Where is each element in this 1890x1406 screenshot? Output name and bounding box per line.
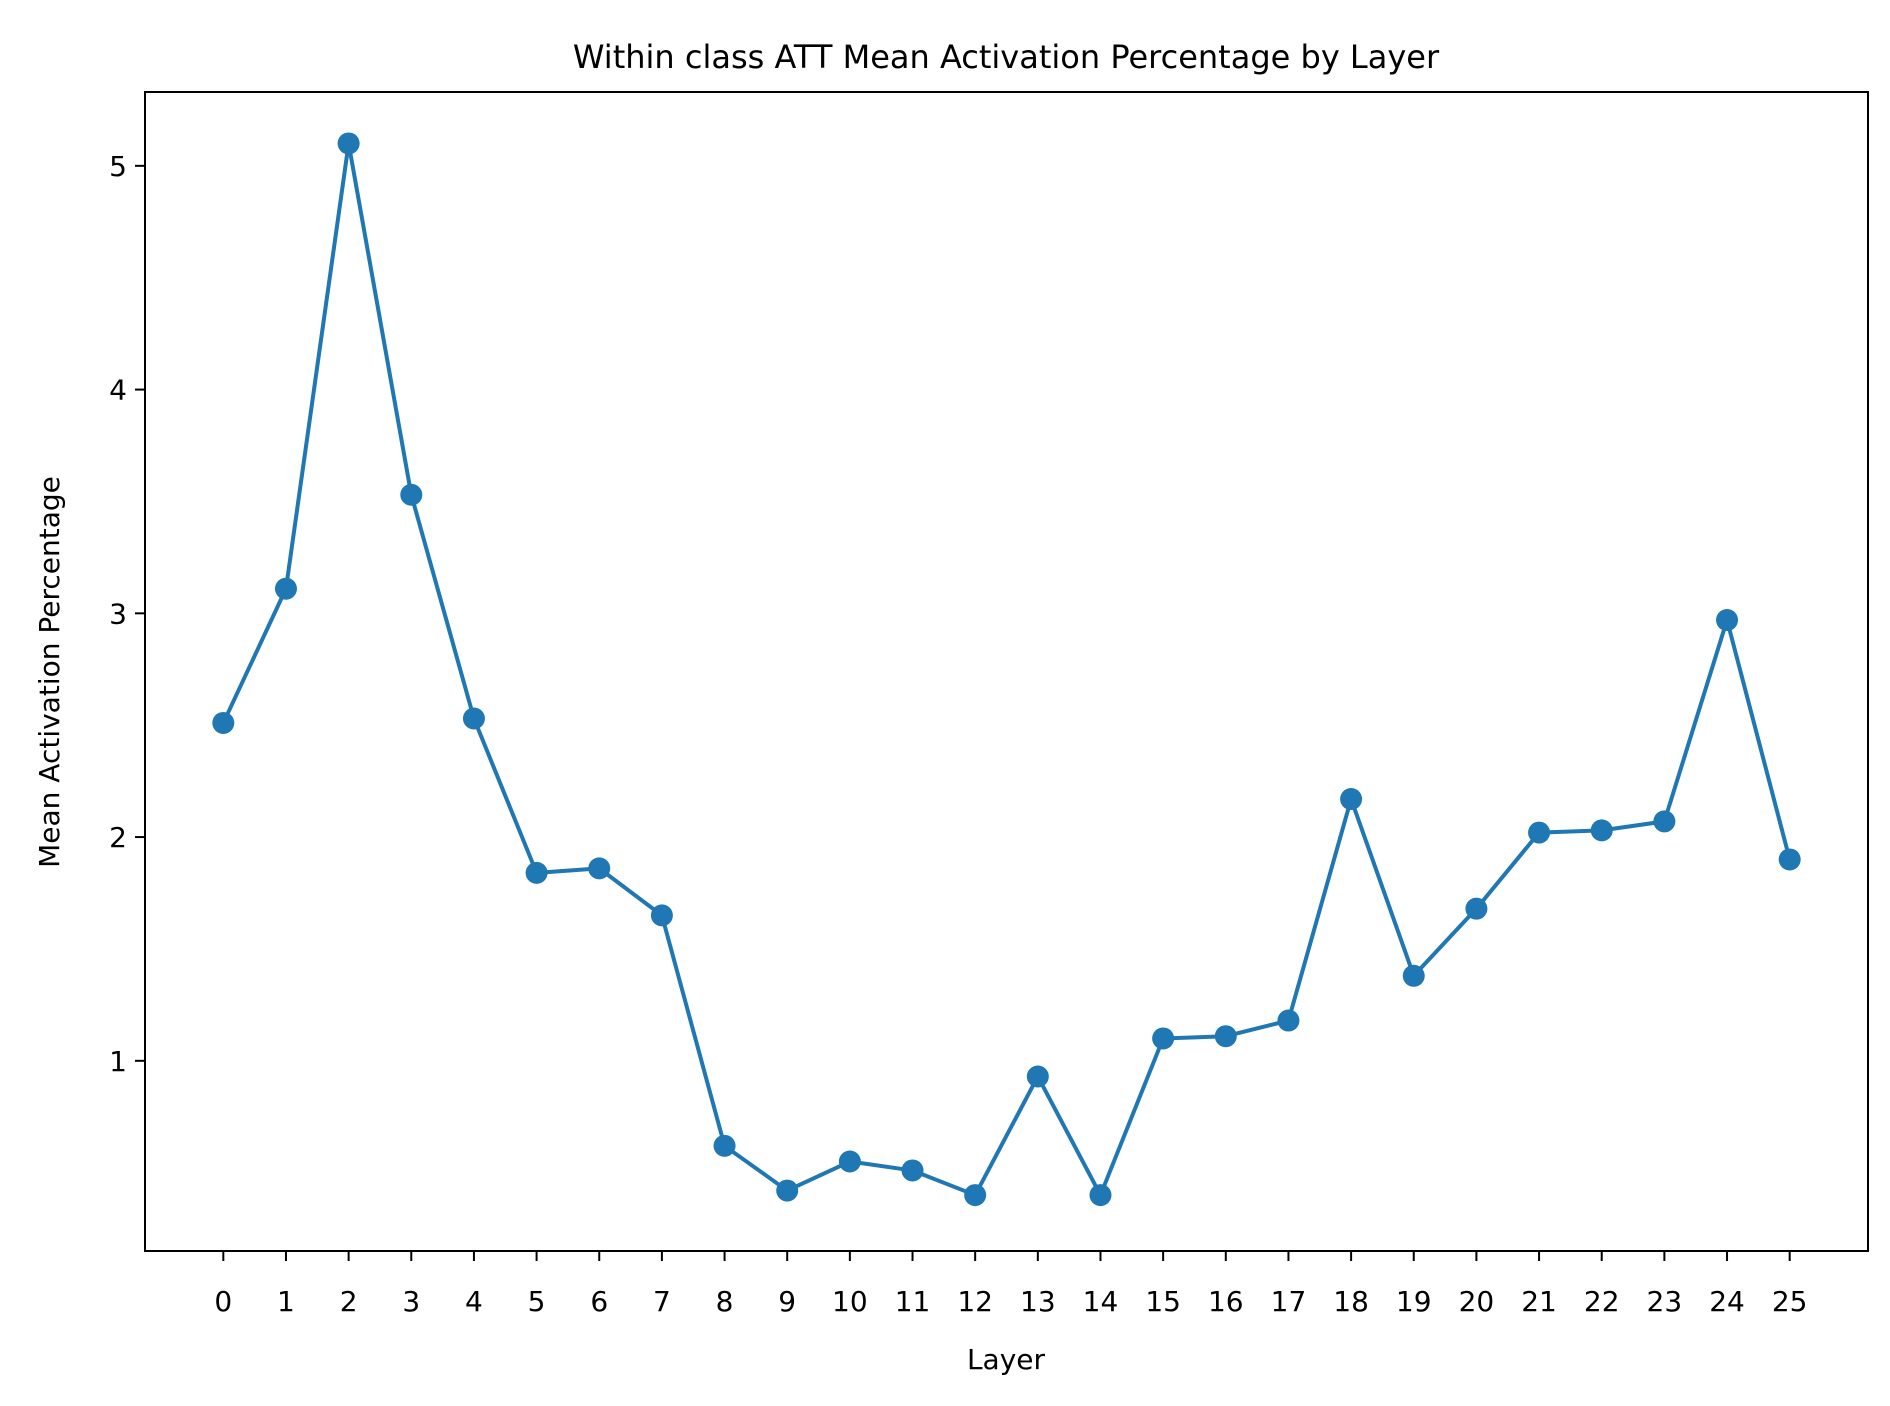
data-point-20: [1465, 897, 1488, 920]
data-point-24: [1716, 609, 1739, 632]
x-tick-label: 3: [402, 1285, 420, 1318]
x-tick-label: 10: [832, 1285, 868, 1318]
x-tick-label: 6: [590, 1285, 608, 1318]
chart-title: Within class ATT Mean Activation Percent…: [573, 38, 1440, 76]
data-point-15: [1152, 1027, 1175, 1050]
data-point-0: [212, 711, 235, 734]
data-point-5: [525, 861, 548, 884]
data-point-14: [1089, 1184, 1112, 1207]
x-tick-label: 8: [716, 1285, 734, 1318]
y-tick-label: 4: [109, 374, 127, 407]
x-tick-label: 22: [1584, 1285, 1620, 1318]
data-point-1: [274, 577, 297, 600]
x-tick-label: 7: [653, 1285, 671, 1318]
y-tick-label: 3: [109, 597, 127, 630]
y-tick-label: 5: [109, 150, 127, 183]
x-tick-label: 20: [1459, 1285, 1495, 1318]
x-tick-label: 23: [1647, 1285, 1683, 1318]
y-axis-label: Mean Activation Percentage: [33, 476, 66, 868]
data-point-7: [650, 904, 673, 927]
x-tick-label: 9: [778, 1285, 796, 1318]
x-tick-label: 0: [214, 1285, 232, 1318]
data-point-25: [1778, 848, 1801, 871]
series-line-0: [221, 141, 1792, 1198]
x-tick-label: 25: [1772, 1285, 1808, 1318]
axes-frame: [144, 91, 1869, 1252]
x-tick-label: 2: [340, 1285, 358, 1318]
y-tick-label: 1: [109, 1045, 127, 1078]
data-point-22: [1590, 819, 1613, 842]
data-point-2: [337, 132, 360, 155]
x-tick-label: 16: [1208, 1285, 1244, 1318]
x-tick-label: 5: [528, 1285, 546, 1318]
data-point-11: [901, 1159, 924, 1182]
data-point-6: [588, 857, 611, 880]
data-point-10: [838, 1150, 861, 1173]
data-point-4: [462, 707, 485, 730]
x-tick-label: 14: [1083, 1285, 1119, 1318]
x-tick-label: 21: [1521, 1285, 1557, 1318]
x-tick-label: 13: [1020, 1285, 1056, 1318]
x-tick-label: 18: [1333, 1285, 1369, 1318]
x-tick-label: 12: [957, 1285, 993, 1318]
x-tick-label: 15: [1145, 1285, 1181, 1318]
x-tick-label: 19: [1396, 1285, 1432, 1318]
data-point-21: [1528, 821, 1551, 844]
data-point-17: [1277, 1009, 1300, 1032]
data-point-23: [1653, 810, 1676, 833]
x-tick-label: 4: [465, 1285, 483, 1318]
x-tick-label: 24: [1709, 1285, 1745, 1318]
x-tick-label: 11: [895, 1285, 931, 1318]
x-tick-label: 1: [277, 1285, 295, 1318]
y-tick-label: 2: [109, 821, 127, 854]
data-point-16: [1214, 1025, 1237, 1048]
data-point-19: [1402, 964, 1425, 987]
data-point-8: [713, 1134, 736, 1157]
x-axis-label: Layer: [967, 1343, 1046, 1376]
data-point-18: [1340, 788, 1363, 811]
x-tick-label: 17: [1271, 1285, 1307, 1318]
data-point-13: [1026, 1065, 1049, 1088]
data-point-9: [776, 1179, 799, 1202]
data-point-3: [400, 483, 423, 506]
data-point-12: [964, 1184, 987, 1207]
